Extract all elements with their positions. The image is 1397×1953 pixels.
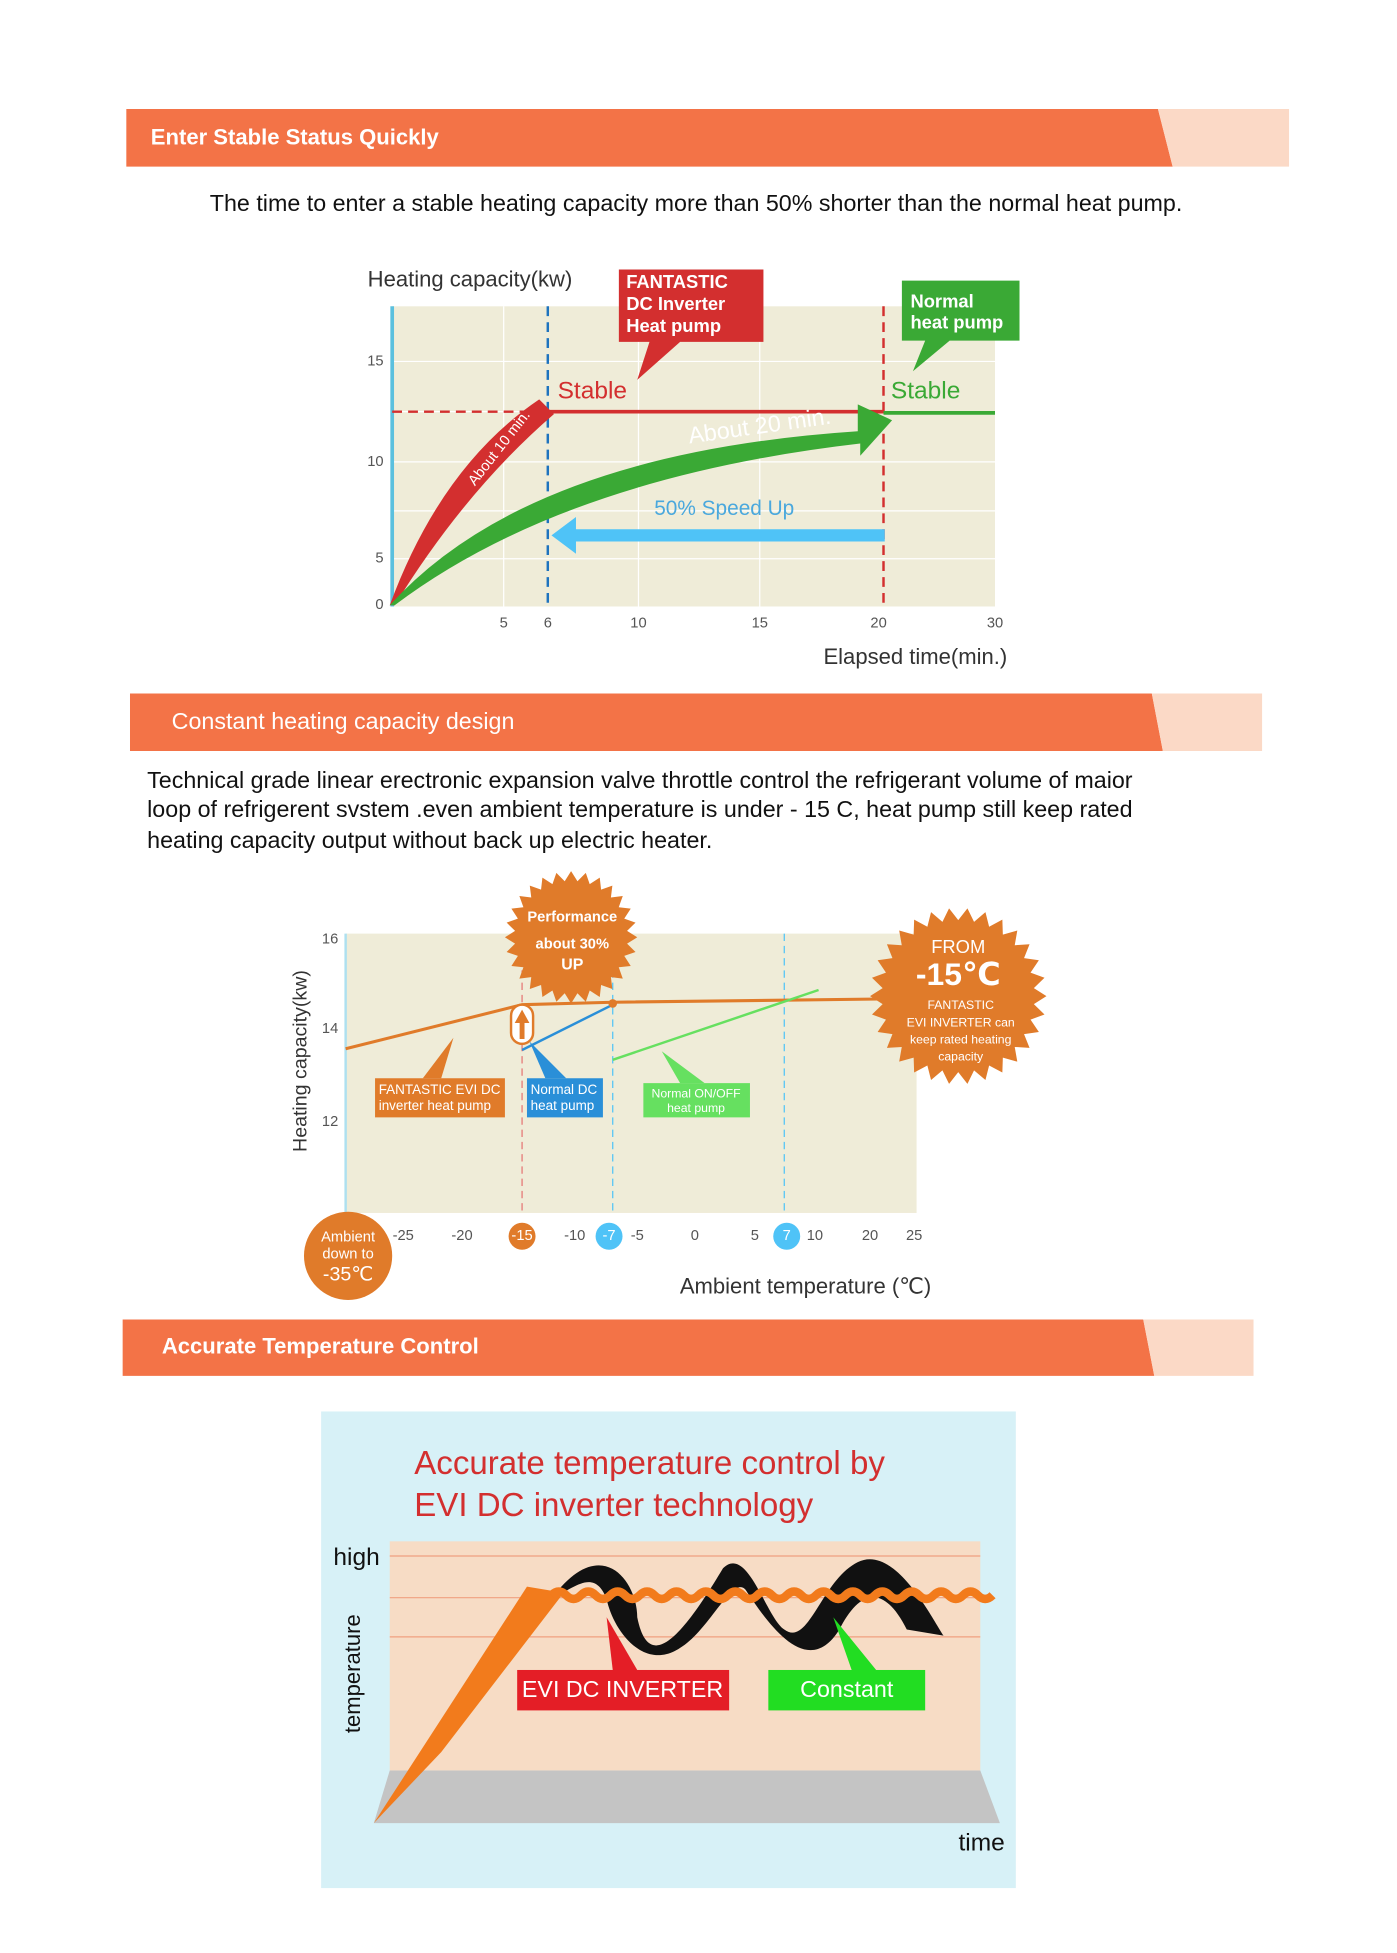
x-tick-label: 5 bbox=[500, 616, 508, 632]
x-axis-label: Elapsed time(min.) bbox=[823, 644, 1007, 669]
callout-text: Heat pump bbox=[626, 315, 721, 336]
section-header: Constant heating capacity design bbox=[129, 693, 1263, 752]
box-label: EVI DC INVERTER bbox=[522, 1676, 723, 1702]
figure-title: Accurate temperature control by bbox=[414, 1445, 885, 1482]
badge-text: -35℃ bbox=[323, 1264, 373, 1286]
paragraph: loop of refrigerent svstem .even ambient… bbox=[147, 796, 1132, 822]
callout-text: heat pump bbox=[910, 311, 1003, 332]
y-axis-label: Heating capacity(kw) bbox=[368, 266, 573, 291]
badge-text: about 30% bbox=[536, 937, 609, 953]
axis-label: temperature bbox=[340, 1614, 365, 1733]
x-tick-label: 20 bbox=[862, 1228, 878, 1244]
y-tick-label: 14 bbox=[322, 1021, 338, 1037]
x-tick-label: -10 bbox=[564, 1228, 585, 1244]
axis-label: high bbox=[333, 1544, 379, 1571]
x-tick-label: 5 bbox=[751, 1228, 759, 1244]
badge-text: keep rated heating bbox=[910, 1032, 1012, 1046]
x-tick-label: 7 bbox=[783, 1228, 791, 1244]
header-text: Enter Stable Status Quickly bbox=[151, 124, 440, 149]
x-tick-label: 6 bbox=[544, 616, 552, 632]
x-tick-label: -5 bbox=[631, 1228, 644, 1244]
badge-text: FANTASTIC bbox=[927, 998, 994, 1012]
x-tick-label: -15 bbox=[511, 1228, 532, 1244]
badge-text: capacity bbox=[938, 1050, 984, 1064]
box-label: Constant bbox=[800, 1676, 894, 1702]
header-text: Constant heating capacity design bbox=[172, 708, 515, 734]
section-header: Accurate Temperature Control bbox=[122, 1319, 1254, 1376]
x-tick-label: 15 bbox=[752, 616, 768, 632]
line-label: heat pump bbox=[667, 1101, 725, 1115]
y-tick-label: 12 bbox=[322, 1114, 338, 1130]
y-axis-label: Heating capacity(kw) bbox=[290, 970, 312, 1152]
badge-text: UP bbox=[561, 957, 583, 974]
header-text: Accurate Temperature Control bbox=[162, 1334, 479, 1359]
paragraph: heating capacity output without back up … bbox=[147, 827, 712, 853]
line-label: Normal ON/OFF bbox=[651, 1086, 740, 1100]
callout-text: FANTASTIC bbox=[626, 271, 728, 292]
line-label: inverter heat pump bbox=[379, 1098, 491, 1113]
callout-text: DC Inverter bbox=[626, 293, 725, 314]
y-tick-label: 10 bbox=[367, 454, 383, 470]
starburst bbox=[504, 871, 638, 1004]
x-tick-label: -7 bbox=[603, 1228, 616, 1244]
x-tick-label: 10 bbox=[630, 616, 646, 632]
line-label: heat pump bbox=[531, 1098, 595, 1113]
paragraph: The time to enter a stable heating capac… bbox=[210, 190, 1183, 216]
y-tick-label: 15 bbox=[367, 353, 383, 369]
x-tick-label: 0 bbox=[691, 1228, 699, 1244]
axis-label: time bbox=[959, 1829, 1005, 1856]
badge-text: EVI INVERTER can bbox=[907, 1015, 1015, 1029]
badge-text: down to bbox=[322, 1247, 373, 1263]
stable-label: Stable bbox=[558, 378, 627, 405]
starburst bbox=[870, 908, 1047, 1084]
y-tick-label: 16 bbox=[322, 932, 338, 948]
x-tick-label: -20 bbox=[451, 1228, 472, 1244]
line-label: Normal DC bbox=[531, 1082, 598, 1097]
x-tick-label: 30 bbox=[987, 616, 1003, 632]
paragraph: Technical grade linear erectronic expans… bbox=[147, 767, 1133, 793]
x-tick-label: 10 bbox=[807, 1228, 823, 1244]
badge-text: FROM bbox=[931, 936, 985, 957]
figure-constant: Heating capacity(kw) 16 14 12 -25 -20 -15 -… bbox=[290, 871, 1047, 1300]
badge-text: Ambient bbox=[321, 1229, 375, 1245]
badge-text: Performance bbox=[527, 910, 617, 926]
figure-stable: Heating capacity(kw) 15 10 5 0 5 6 10 15… bbox=[367, 266, 1020, 669]
figure-accurate: Accurate temperature control by EVI DC i… bbox=[321, 1411, 1016, 1889]
y-tick-label: 5 bbox=[375, 551, 383, 567]
section-header: Enter Stable Status Quickly bbox=[126, 109, 1290, 167]
x-axis-label: Ambient temperature (℃) bbox=[680, 1274, 931, 1299]
x-tick-label: -25 bbox=[393, 1228, 414, 1244]
y-tick-label: 0 bbox=[375, 597, 383, 613]
stable-label: Stable bbox=[891, 378, 960, 405]
x-tick-label: 20 bbox=[870, 616, 886, 632]
x-tick-label: 25 bbox=[906, 1228, 922, 1244]
badge-text: -15℃ bbox=[916, 956, 1001, 992]
callout-text: Normal bbox=[910, 290, 973, 311]
line-label: FANTASTIC EVI DC bbox=[379, 1082, 501, 1097]
figure-title: EVI DC inverter technology bbox=[414, 1487, 813, 1524]
speed-label: 50% Speed Up bbox=[654, 497, 794, 520]
